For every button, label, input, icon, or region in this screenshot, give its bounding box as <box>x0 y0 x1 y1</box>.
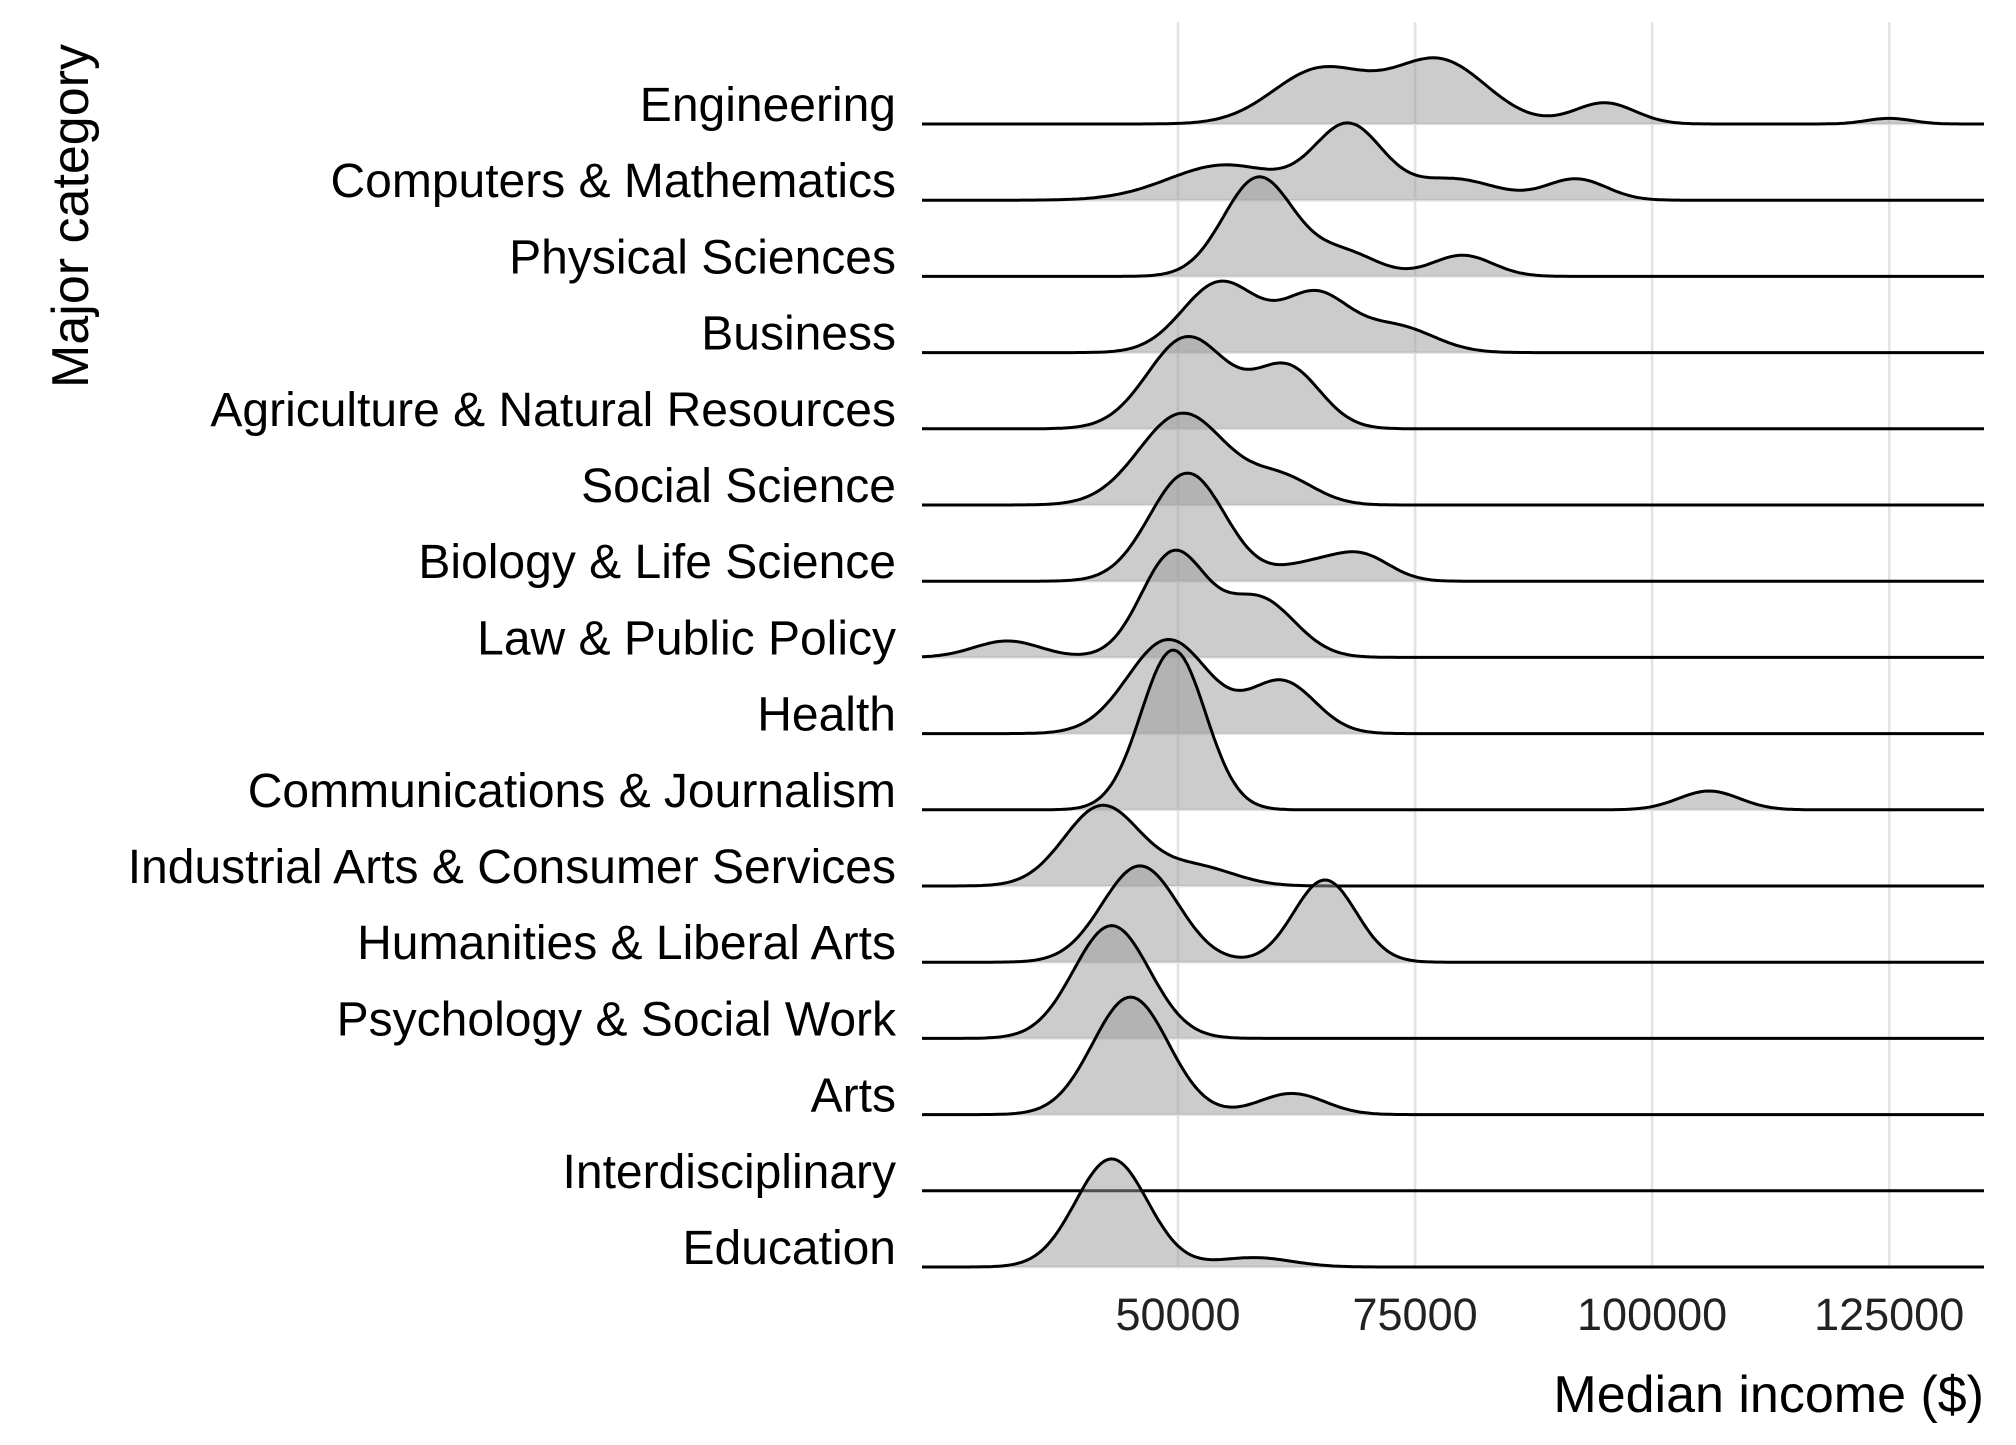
ridge-line <box>922 175 1984 278</box>
ridge-series <box>922 1157 1984 1269</box>
ridge-series <box>922 803 1984 888</box>
ridge-series <box>922 995 1984 1117</box>
ridge-fill <box>922 1158 1984 1267</box>
x-tick-label: 75000 <box>1353 1289 1478 1340</box>
ridge-layer <box>921 56 1984 1269</box>
category-label: Engineering <box>640 79 896 132</box>
category-label: Interdisciplinary <box>563 1146 896 1199</box>
ridge-line <box>922 803 1984 888</box>
category-label: Psychology & Social Work <box>337 993 897 1046</box>
ridge-line <box>922 335 1984 431</box>
ridge-fill <box>922 865 1984 963</box>
x-tick-label: 100000 <box>1577 1289 1727 1340</box>
category-label: Industrial Arts & Consumer Services <box>128 841 896 894</box>
category-label: Physical Sciences <box>509 231 896 284</box>
ridge-series <box>922 175 1984 278</box>
category-label: Arts <box>811 1070 896 1123</box>
ridge-fill <box>922 805 1984 886</box>
ridge-line <box>922 648 1984 812</box>
category-label: Health <box>757 689 896 742</box>
ridge-series <box>922 924 1984 1040</box>
category-label: Biology & Life Science <box>418 536 896 589</box>
category-label: Agriculture & Natural Resources <box>210 384 896 437</box>
ridge-series <box>922 121 1984 202</box>
ridge-fill <box>922 650 1984 810</box>
x-tick-label: 125000 <box>1814 1289 1964 1340</box>
category-label: Social Science <box>581 460 896 513</box>
ridge-series <box>922 471 1984 583</box>
ridge-line <box>922 471 1984 583</box>
ridge-series <box>922 279 1984 355</box>
ridge-fill <box>922 336 1984 429</box>
category-label: Business <box>701 308 896 361</box>
category-label: Education <box>683 1222 897 1275</box>
ridge-fill <box>922 122 1984 201</box>
category-label: Law & Public Policy <box>477 612 896 665</box>
x-tick-label: 50000 <box>1115 1289 1240 1340</box>
ridge-fill <box>922 57 1984 124</box>
ridge-line <box>922 279 1984 355</box>
ridge-line <box>922 121 1984 202</box>
ridge-line <box>922 995 1984 1117</box>
ridge-fill <box>922 550 1984 658</box>
ridge-line <box>922 56 1984 126</box>
ridge-series <box>922 648 1984 812</box>
ridge-series <box>922 56 1984 126</box>
x-axis-ticks: 50000 75000 100000 125000 <box>1115 1289 1964 1340</box>
ridge-line <box>922 638 1984 736</box>
category-labels: Engineering Computers & Mathematics Physic… <box>128 79 897 1275</box>
ridge-line <box>921 548 1984 659</box>
category-label: Humanities & Liberal Arts <box>357 917 896 970</box>
ridge-line <box>922 411 1984 507</box>
ridge-line <box>922 864 1984 964</box>
category-label: Computers & Mathematics <box>330 155 896 208</box>
ridge-series <box>922 335 1984 431</box>
ridge-series <box>921 548 1984 659</box>
ridge-line <box>922 924 1984 1040</box>
ridge-fill <box>922 473 1984 582</box>
ridge-series <box>922 864 1984 964</box>
category-label: Communications & Journalism <box>248 765 896 818</box>
ridge-fill <box>922 925 1984 1039</box>
ridge-line <box>922 1157 1984 1269</box>
ridge-fill <box>922 281 1984 353</box>
ridge-fill <box>922 997 1984 1115</box>
y-axis-title: Major category <box>42 44 100 388</box>
x-axis-title: Median income ($) <box>1553 1366 1984 1424</box>
